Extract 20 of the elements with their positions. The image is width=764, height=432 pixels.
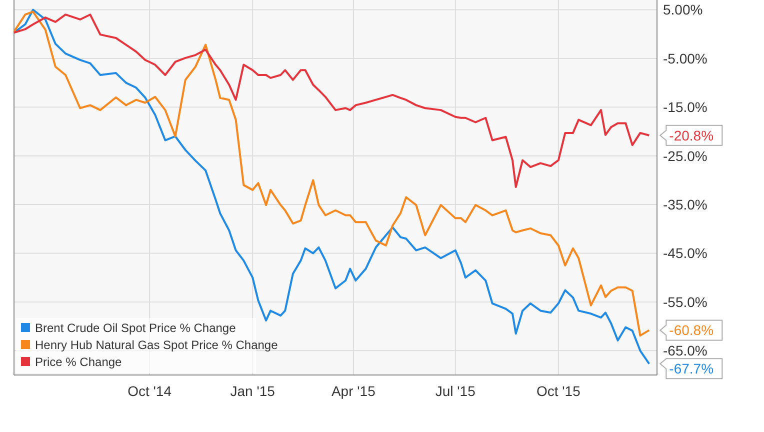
- y-tick-label: -55.0%: [663, 294, 708, 310]
- annotation: -60.8%: [669, 322, 714, 338]
- y-tick-label: 5.00%: [663, 2, 703, 18]
- x-tick-label: Oct '15: [536, 383, 581, 399]
- x-tick-label: Oct '14: [128, 383, 172, 399]
- y-tick-label: -5.00%: [663, 50, 708, 66]
- annotation: -20.8%: [669, 127, 714, 144]
- y-tick-label: -25.0%: [663, 148, 708, 164]
- y-tick-label: -15.0%: [663, 99, 708, 116]
- legend-label: Henry Hub Natural Gas Spot Price % Change: [35, 338, 278, 352]
- legend-label: Brent Crude Oil Spot Price % Change: [35, 321, 236, 335]
- x-tick-label: Apr '15: [331, 383, 376, 399]
- x-tick-label: Jan '15: [230, 383, 276, 399]
- y-tick-label: -35.0%: [663, 196, 708, 213]
- legend-label: Price % Change: [35, 355, 122, 369]
- y-tick-label: -45.0%: [663, 245, 708, 262]
- y-tick-label: -65.0%: [663, 342, 708, 359]
- line-series: [13, 14, 650, 188]
- x-tick-label: Jul '15: [435, 383, 476, 399]
- annotation: -67.7%: [669, 360, 714, 377]
